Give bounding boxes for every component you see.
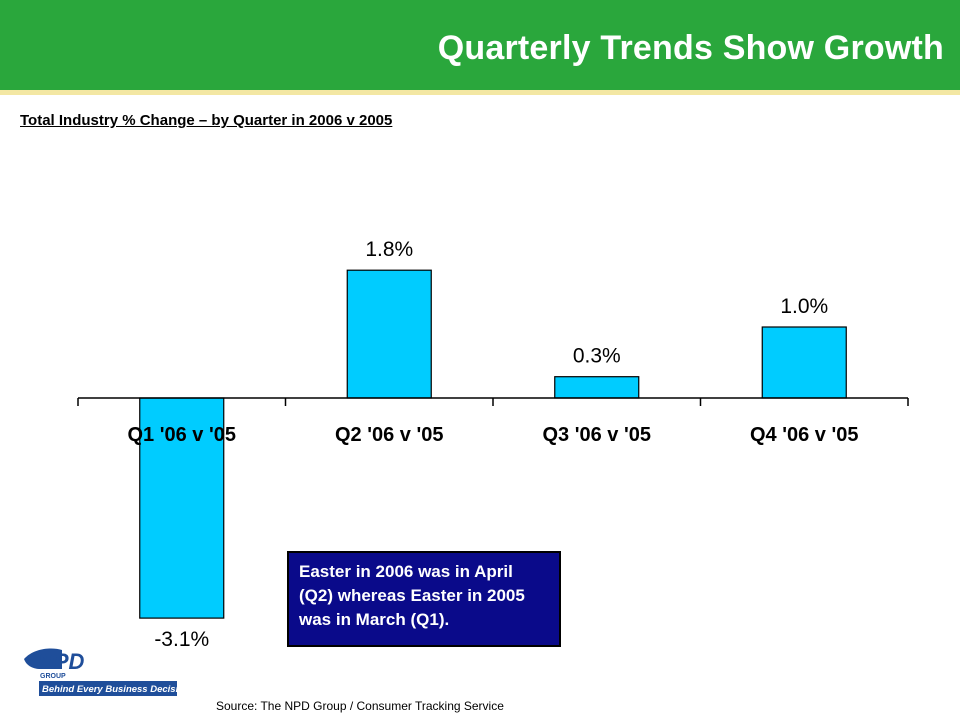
data-label-2: 1.8% [365,238,413,261]
chart-subtitle: Total Industry % Change – by Quarter in … [20,112,393,129]
axis-layer [77,397,909,406]
bar-1 [139,397,225,619]
bars-layer [139,269,847,619]
data-label-4: 1.0% [780,295,828,318]
bar-3 [554,376,640,399]
category-label-2: Q2 '06 v '05 [335,424,443,446]
logo-tagline: Behind Every Business Decision [42,684,182,695]
logo-wordmark: NPD [38,649,85,674]
logo-group-text: GROUP [40,673,66,680]
page-title: Quarterly Trends Show Growth [437,29,944,67]
easter-callout: Easter in 2006 was in April (Q2) whereas… [287,551,561,647]
bar-2 [346,269,432,399]
data-label-3: 0.3% [573,345,621,368]
header-accent-rule [0,90,960,95]
header-bar [0,0,960,90]
bar-4 [761,326,847,399]
data-label-1: -3.1% [154,628,209,651]
labels-layer: -3.1% Q1 '06 v '05 1.8% Q2 '06 v '05 0.3% Q3 … [128,238,859,651]
category-label-1: Q1 '06 v '05 [128,424,236,446]
category-label-4: Q4 '06 v '05 [750,424,858,446]
npd-logo: NPD GROUP Behind Every Business Decision [24,648,182,696]
category-label-3: Q3 '06 v '05 [543,424,651,446]
source-note: Source: The NPD Group / Consumer Trackin… [216,699,504,713]
